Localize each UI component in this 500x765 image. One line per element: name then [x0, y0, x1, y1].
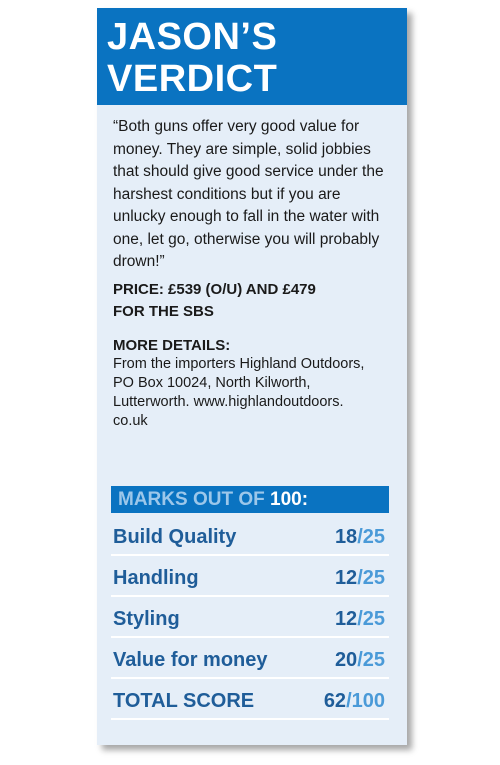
score-row-total: TOTAL SCORE 62/100 — [111, 682, 389, 720]
score-value: 12/25 — [335, 607, 385, 631]
score-label: Handling — [113, 567, 199, 589]
score-slash: / — [357, 567, 363, 589]
price-info: PRICE: £539 (O/U) AND £479 FOR THE SBS — [113, 279, 397, 323]
score-slash: / — [357, 649, 363, 671]
verdict-title: JASON’S VERDICT — [107, 16, 397, 100]
total-score-label: TOTAL SCORE — [113, 690, 255, 712]
score-slash: / — [357, 608, 363, 630]
score-row-styling: Styling 12/25 — [111, 600, 389, 638]
score-got: 12 — [334, 608, 358, 630]
more-details-line1: From the importers Highland Outdoors, — [113, 355, 365, 372]
score-slash: / — [357, 526, 363, 548]
verdict-body: “Both guns offer very good value for mon… — [113, 116, 397, 431]
score-got: 20 — [334, 649, 358, 671]
score-label: Build Quality — [113, 526, 237, 548]
score-row-value-for-money: Value for money 20/25 — [111, 641, 389, 679]
score-label: Value for money — [113, 649, 268, 671]
score-max: 25 — [362, 526, 385, 548]
score-max: 25 — [362, 649, 385, 671]
score-got: 62 — [323, 690, 347, 712]
more-details-line4: co.uk — [113, 412, 148, 429]
more-details-line3: Lutterworth. www.highlandoutdoors. — [113, 393, 344, 410]
score-max: 25 — [362, 567, 385, 589]
more-details-line2: PO Box 10024, North Kilworth, — [113, 374, 311, 391]
score-slash: / — [346, 690, 352, 712]
verdict-title-line1: JASON’S — [107, 16, 278, 58]
marks-header: MARKS OUT OF 100: — [111, 486, 389, 513]
marks-title-prefix: MARKS OUT OF — [118, 489, 270, 510]
score-row-build-quality: Build Quality 18/25 — [111, 518, 389, 556]
verdict-title-line2: VERDICT — [107, 58, 278, 100]
more-details-heading: MORE DETAILS: — [113, 336, 231, 354]
verdict-quote: “Both guns offer very good value for mon… — [113, 118, 384, 270]
score-value: 12/25 — [335, 566, 385, 590]
price-line1: PRICE: £539 (O/U) AND £479 — [113, 280, 316, 298]
score-label: Styling — [113, 608, 180, 630]
score-max: 25 — [362, 608, 385, 630]
score-got: 12 — [334, 567, 358, 589]
score-got: 18 — [334, 526, 358, 548]
price-line2: FOR THE SBS — [113, 302, 214, 320]
verdict-card: JASON’S VERDICT “Both guns offer very go… — [97, 8, 407, 745]
marks-title-number: 100: — [270, 489, 309, 510]
verdict-header: JASON’S VERDICT — [97, 8, 407, 105]
score-value: 18/25 — [335, 525, 385, 549]
score-value: 20/25 — [335, 648, 385, 672]
marks-title: MARKS OUT OF 100: — [118, 488, 308, 512]
total-score-value: 62/100 — [324, 689, 385, 713]
score-max: 100 — [351, 690, 385, 712]
score-row-handling: Handling 12/25 — [111, 559, 389, 597]
more-details-text: From the importers Highland Outdoors, PO… — [113, 355, 397, 431]
